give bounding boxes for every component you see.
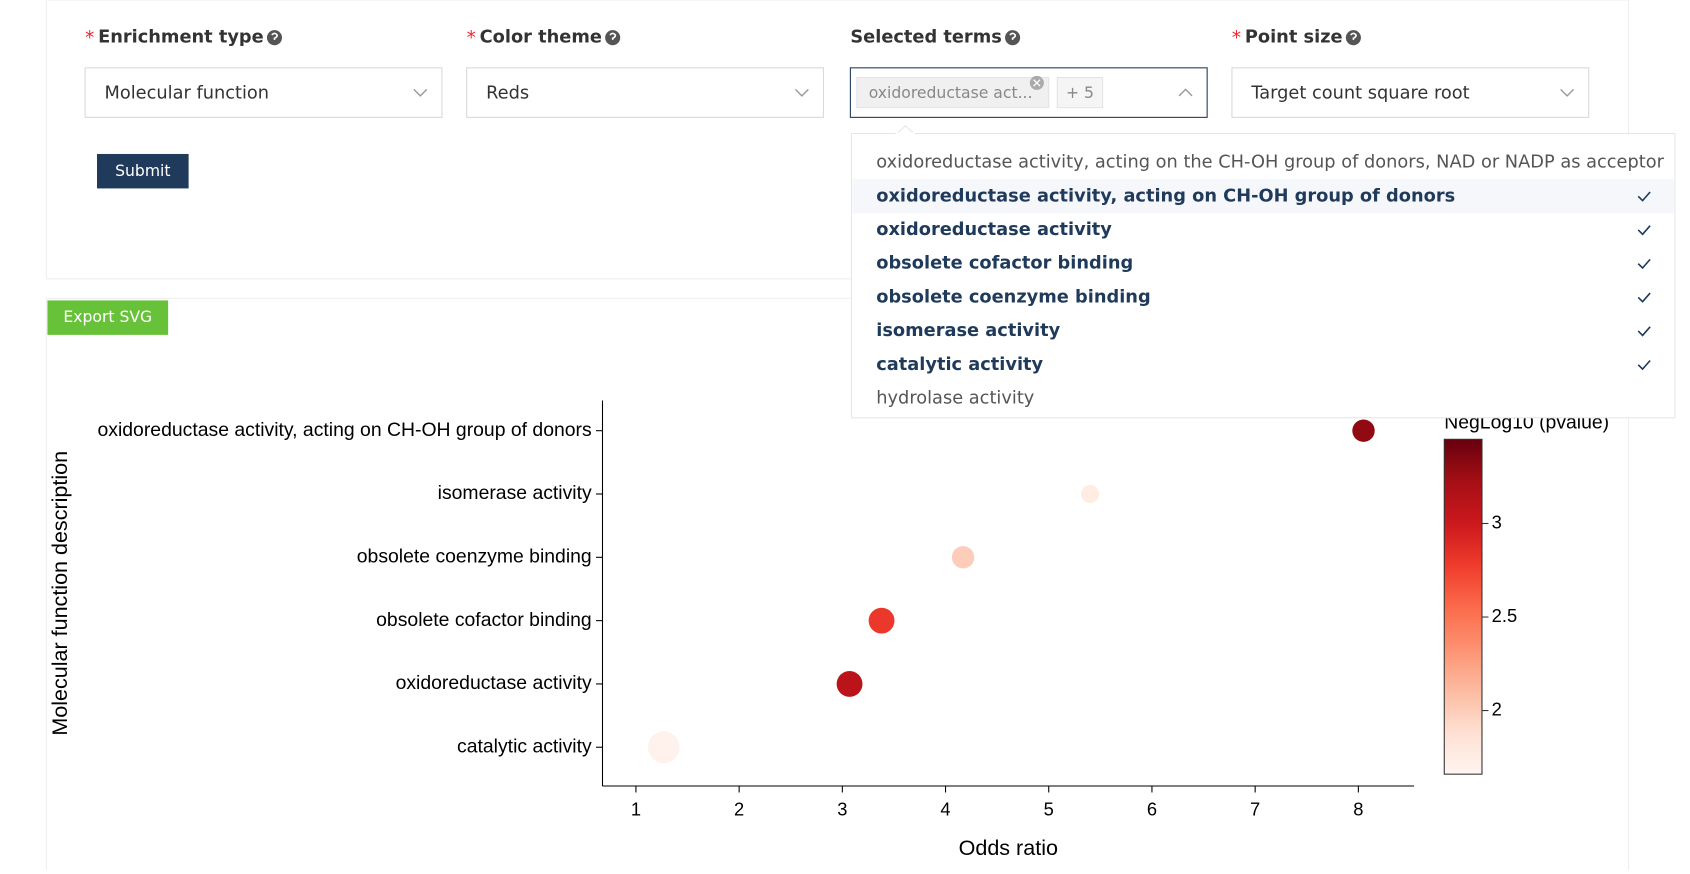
point	[868, 607, 895, 634]
option[interactable]: obsolete coenzyme binding	[876, 287, 1150, 307]
field-label: Selected terms	[850, 28, 1001, 48]
y-tick-label: obsolete coenzyme binding	[357, 545, 592, 567]
select-box[interactable]	[84, 67, 443, 118]
check	[1637, 225, 1651, 236]
help-mark	[271, 32, 278, 40]
select-box[interactable]	[1231, 67, 1590, 118]
help-mark	[609, 32, 617, 40]
x-tick-label: 8	[1353, 799, 1363, 820]
submit-text: Submit	[115, 162, 170, 180]
field-label: Color theme	[480, 28, 602, 48]
check	[1637, 326, 1651, 337]
y-tick-label: isomerase activity	[438, 482, 592, 504]
required-marker: *	[467, 28, 476, 49]
y-tick-label: obsolete cofactor binding	[376, 609, 592, 631]
select-box[interactable]	[466, 67, 824, 118]
chevron	[794, 88, 809, 97]
option-hover	[852, 179, 1674, 214]
submit-button[interactable]	[97, 153, 189, 189]
tag-remove-x	[1033, 79, 1041, 87]
x-tick-label: 6	[1147, 799, 1157, 820]
x-tick-label: 4	[940, 799, 950, 820]
colorbar-tick-label: 3	[1492, 511, 1502, 532]
required-marker: *	[1232, 28, 1241, 49]
y-tick-label: oxidoreductase activity	[396, 672, 592, 694]
field-label: Point size	[1245, 28, 1343, 48]
x-tick-label: 1	[631, 799, 641, 820]
colorbar	[1443, 438, 1483, 775]
option[interactable]: hydrolase activity	[876, 389, 1034, 409]
check	[1637, 191, 1651, 202]
field-label: Enrichment type	[98, 28, 264, 48]
check	[1637, 359, 1651, 371]
help-mark	[1009, 32, 1017, 40]
dropdown-panel	[850, 132, 1676, 419]
point	[836, 671, 863, 697]
point	[1352, 419, 1375, 442]
option[interactable]: oxidoreductase activity, acting on CH-OH…	[876, 186, 1455, 206]
x-tick-label: 3	[837, 799, 847, 820]
help-mark	[1350, 32, 1357, 40]
export-button[interactable]	[47, 300, 169, 335]
export-text: Export SVG	[63, 308, 152, 326]
chevron	[413, 88, 428, 97]
point	[951, 546, 975, 569]
tag-more-text: + 5	[1066, 84, 1094, 102]
option[interactable]: isomerase activity	[876, 321, 1060, 341]
tag-more	[1056, 76, 1104, 109]
y-axis-label: Molecular function description	[48, 451, 72, 736]
colorbar-tick-label: 2	[1492, 698, 1502, 719]
point	[647, 731, 680, 764]
tag	[856, 76, 1050, 109]
x-axis-label: Odds ratio	[959, 836, 1058, 860]
x-tick-label: 2	[734, 799, 744, 820]
chevron	[1178, 88, 1193, 97]
select-value: Molecular function	[105, 84, 270, 104]
option[interactable]: catalytic activity	[876, 355, 1043, 375]
select-value: Target count square root	[1250, 84, 1469, 104]
y-tick-label: catalytic activity	[457, 735, 592, 757]
required-marker: *	[85, 28, 94, 49]
option[interactable]: oxidoreductase activity	[876, 220, 1112, 240]
option[interactable]: oxidoreductase activity, acting on the C…	[876, 153, 1664, 173]
check	[1637, 258, 1651, 270]
colorbar-tick-label: 2.5	[1492, 605, 1517, 626]
point	[1080, 484, 1100, 504]
check	[1637, 292, 1651, 303]
chevron	[1560, 88, 1575, 97]
x-tick-label: 7	[1250, 799, 1260, 820]
arrow-cover	[895, 132, 916, 136]
y-tick-label: oxidoreductase activity, acting on CH-OH…	[98, 419, 592, 441]
option[interactable]: obsolete cofactor binding	[876, 254, 1133, 274]
tag-text: oxidoreductase act...	[869, 84, 1033, 102]
select-value: Reds	[486, 84, 529, 104]
x-tick-label: 5	[1044, 799, 1054, 820]
